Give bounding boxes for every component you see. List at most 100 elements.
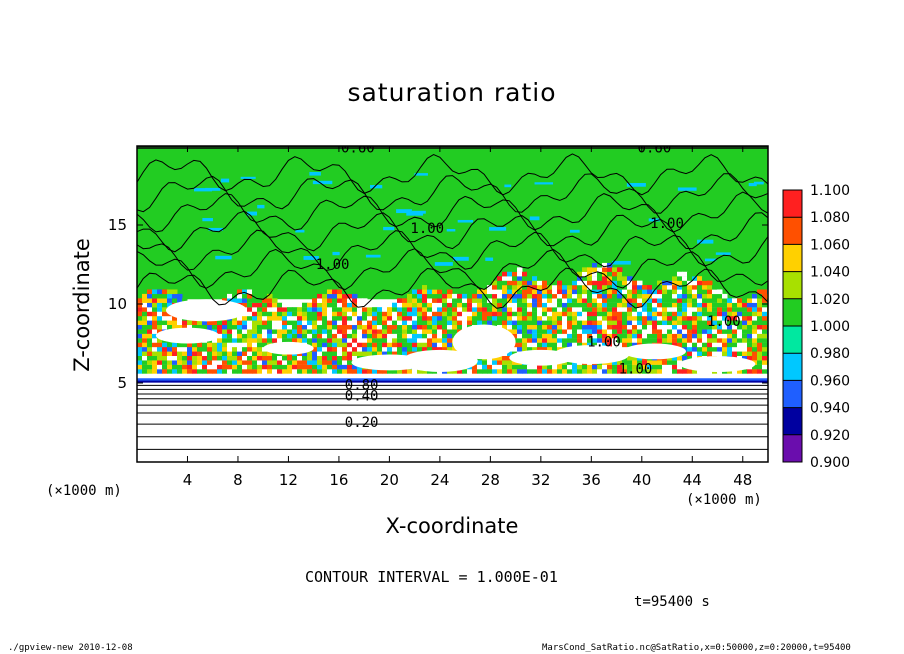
field-cell — [517, 276, 523, 281]
field-cell — [352, 316, 358, 321]
field-cell — [562, 280, 568, 286]
field-cell — [497, 311, 503, 317]
field-cell — [152, 355, 158, 361]
field-cell — [327, 316, 333, 321]
field-cell — [632, 338, 638, 343]
field-cell — [272, 316, 278, 321]
field-cell — [242, 311, 248, 317]
field-cell — [627, 338, 633, 343]
field-cell — [562, 298, 568, 303]
field-cell — [207, 346, 213, 352]
field-cell — [592, 271, 598, 277]
field-cell — [267, 302, 273, 308]
field-cell — [217, 329, 223, 334]
field-cell — [712, 342, 718, 348]
field-cell — [182, 342, 188, 348]
field-cell — [462, 302, 468, 308]
field-cell — [252, 360, 258, 365]
field-cell — [652, 285, 658, 290]
field-cell — [677, 289, 683, 295]
field-cell — [752, 302, 758, 308]
field-cell — [502, 369, 508, 374]
field-cell — [602, 324, 608, 330]
field-cell — [432, 316, 438, 321]
field-cell — [502, 285, 508, 290]
field-cell — [682, 289, 688, 295]
field-cell — [232, 338, 238, 343]
field-cell — [672, 316, 678, 321]
field-cell — [397, 298, 403, 303]
field-cell — [742, 311, 748, 317]
field-cell — [627, 324, 633, 330]
field-cell — [682, 342, 688, 348]
field-cell — [142, 302, 148, 308]
field-cell — [197, 364, 203, 370]
field-cell — [657, 316, 663, 321]
field-cell — [532, 276, 538, 281]
field-cell — [442, 289, 448, 295]
field-cell — [387, 342, 393, 348]
field-cell — [687, 316, 693, 321]
field-cell — [527, 311, 533, 317]
field-cell — [187, 324, 193, 330]
field-cell — [362, 311, 368, 317]
field-cell — [627, 355, 633, 361]
field-cell — [567, 311, 573, 317]
field-cell — [317, 320, 323, 326]
field-cell — [317, 329, 323, 334]
x-axis: 4 8 12 16 20 24 28 32 36 40 44 48 — [183, 146, 752, 489]
field-cell — [387, 346, 393, 352]
field-cell — [602, 280, 608, 286]
field-cell — [747, 351, 753, 356]
dark-blue-band — [137, 380, 768, 383]
field-cell — [462, 316, 468, 321]
field-cell — [692, 271, 698, 277]
field-cell — [307, 302, 313, 308]
field-cell — [292, 355, 298, 361]
field-cell — [417, 311, 423, 317]
field-cell — [597, 320, 603, 326]
field-cell — [282, 338, 288, 343]
field-cell — [742, 351, 748, 356]
field-cell — [567, 324, 573, 330]
field-cell — [592, 316, 598, 321]
field-cell — [507, 289, 513, 295]
field-cell — [702, 320, 708, 326]
field-cell — [417, 324, 423, 330]
field-cell — [357, 351, 363, 356]
field-cell — [232, 351, 238, 356]
field-cell — [542, 316, 548, 321]
field-cell — [497, 355, 503, 361]
field-cell — [447, 302, 453, 308]
field-cell — [622, 369, 628, 374]
field-cell — [692, 293, 698, 299]
field-cell — [667, 280, 673, 286]
field-cell — [152, 360, 158, 365]
field-cell — [197, 351, 203, 356]
field-cell — [137, 311, 143, 317]
field-cell — [452, 329, 458, 334]
field-cell — [652, 316, 658, 321]
field-cell — [502, 320, 508, 326]
field-cell — [322, 298, 328, 303]
field-cell — [502, 293, 508, 299]
field-cell — [697, 280, 703, 286]
field-cell — [377, 320, 383, 326]
field-cell — [147, 311, 153, 317]
field-cell — [667, 360, 673, 365]
field-cell — [537, 364, 543, 370]
field-cell — [292, 369, 298, 374]
field-cell — [247, 307, 253, 312]
field-cell — [382, 346, 388, 352]
field-cell — [262, 333, 268, 339]
field-cell — [337, 293, 343, 299]
field-cell — [147, 351, 153, 356]
field-cell — [272, 329, 278, 334]
field-cell — [182, 298, 188, 303]
field-cell — [582, 342, 588, 348]
field-cell — [712, 351, 718, 356]
field-cell — [572, 342, 578, 348]
field-cell — [422, 285, 428, 290]
field-cell — [212, 351, 218, 356]
field-cell — [642, 320, 648, 326]
